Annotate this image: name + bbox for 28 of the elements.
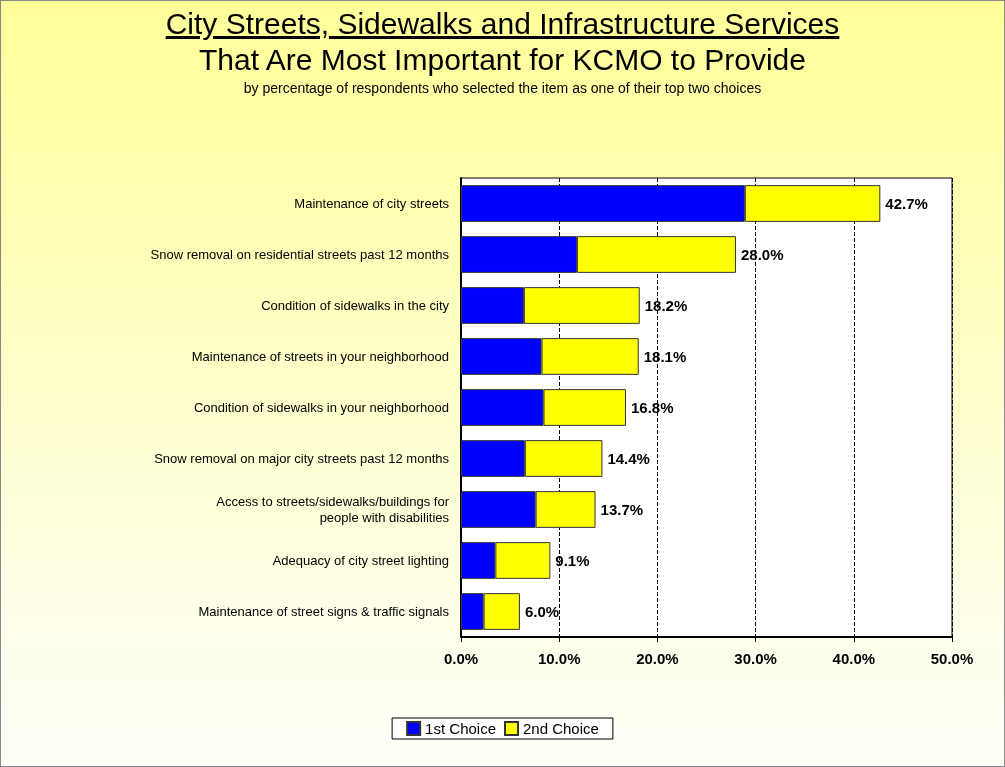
x-tick-label: 50.0% (930, 650, 974, 667)
y-tick-label: Adequacy of city street lighting (272, 553, 449, 568)
x-tick-label: 10.0% (537, 650, 581, 667)
total-label: 18.1% (643, 348, 687, 365)
total-label: 42.7% (885, 195, 928, 212)
x-tick-label: 40.0% (832, 650, 876, 667)
y-tick-label: Access to streets/sidewalks/buildings for people with disabilities (216, 494, 450, 525)
total-label: 28.0% (740, 246, 784, 263)
total-label: 14.4% (607, 450, 650, 467)
x-tick-label: 0.0% (443, 650, 479, 667)
x-tick-label: 30.0% (734, 650, 777, 667)
legend-label: 1st Choice (425, 720, 496, 737)
x-tick-label: 20.0% (636, 650, 679, 667)
legend-label: 2nd Choice (522, 720, 599, 737)
y-tick-label: Maintenance of street signs & traffic signals (198, 604, 450, 619)
y-tick-label: Condition of sidewalks in your neighborhood (193, 400, 449, 415)
total-label: 16.8% (630, 399, 674, 416)
chart-title: City Streets, Sidewalks and Infrastructure Services That Are Most Important for KCMO to Provide (165, 7, 840, 76)
y-tick-label: Maintenance of city streets (294, 196, 450, 211)
total-label: 9.1% (555, 552, 590, 569)
total-label: 13.7% (600, 501, 644, 518)
total-label: 6.0% (524, 603, 560, 620)
chart-subtitle: by percentage of respondents who selected the item as one of their top two choices (242, 80, 763, 96)
total-label: 18.2% (644, 297, 688, 314)
y-tick-label: Snow removal on major city streets past 12 months (154, 451, 450, 466)
y-tick-label: Maintenance of streets in your neighborhood (191, 349, 449, 364)
y-tick-label: Condition of sidewalks in the city (261, 298, 450, 313)
y-tick-label: Snow removal on residential streets past 12 months (150, 247, 450, 262)
